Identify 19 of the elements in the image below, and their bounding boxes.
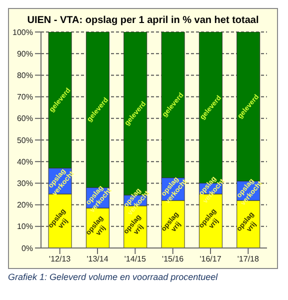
y-tick-label: 40% [16, 157, 33, 166]
chart-title: UIEN - VTA: opslag per 1 april in % van het totaal [26, 15, 260, 26]
text: Grafiek 1: Geleverd volume en voorraad procentueel [8, 272, 219, 282]
y-tick-label: 10% [16, 222, 33, 232]
x-tick-label: '17/18 [237, 254, 260, 264]
y-tick-label: 80% [16, 71, 33, 80]
x-tick-label: '15/16 [162, 254, 184, 264]
x-tick-label: '14/15 [124, 254, 146, 264]
y-tick-label: 60% [16, 114, 33, 124]
x-tick-label: '16/17 [200, 254, 222, 264]
y-tick-label: 0% [21, 244, 33, 253]
y-tick-label: 30% [16, 179, 33, 188]
y-tick-label: 90% [16, 49, 33, 58]
x-tick-label: '12/13 [49, 254, 72, 264]
x-tick-label: '13/14 [86, 254, 109, 264]
y-tick-label: 50% [16, 136, 33, 145]
y-tick-label: 20% [16, 200, 33, 210]
y-tick-label: 70% [16, 92, 33, 102]
y-tick-label: 100% [12, 28, 33, 37]
